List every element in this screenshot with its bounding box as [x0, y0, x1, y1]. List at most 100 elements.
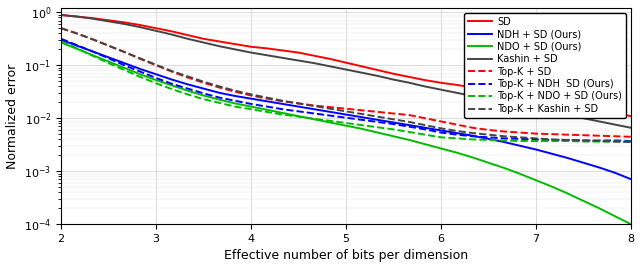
Kashin + SD: [595, 120, 603, 123]
Kashin + SD: [627, 126, 635, 129]
Line: Top-K + NDH  SD (Ours): Top-K + NDH SD (Ours): [61, 39, 631, 141]
Top-K + Kashin + SD: [484, 133, 492, 136]
Top-K + SD: [73, 32, 81, 35]
NDO + SD (Ours): [406, 138, 413, 142]
Top-K + NDH  SD (Ours): [421, 128, 429, 131]
Line: SD: SD: [61, 15, 631, 116]
NDH + SD (Ours): [406, 124, 413, 127]
NDO + SD (Ours): [595, 207, 603, 210]
Top-K + SD: [152, 64, 160, 67]
Top-K + NDH  SD (Ours): [247, 102, 255, 106]
SD: [263, 47, 271, 50]
NDO + SD (Ours): [453, 151, 461, 154]
Top-K + SD: [595, 134, 603, 137]
NDH + SD (Ours): [627, 177, 635, 181]
NDH + SD (Ours): [136, 67, 144, 70]
Line: Top-K + NDO + SD (Ours): Top-K + NDO + SD (Ours): [61, 42, 631, 142]
Top-K + Kashin + SD: [532, 137, 540, 140]
Kashin + SD: [516, 104, 524, 107]
NDO + SD (Ours): [548, 185, 556, 188]
SD: [532, 96, 540, 100]
Top-K + SD: [216, 86, 223, 89]
NDO + SD (Ours): [58, 41, 65, 44]
Top-K + SD: [532, 132, 540, 135]
NDO + SD (Ours): [121, 66, 129, 70]
SD: [390, 72, 397, 75]
NDO + SD (Ours): [580, 199, 588, 203]
NDO + SD (Ours): [232, 102, 239, 105]
Top-K + NDO + SD (Ours): [611, 140, 619, 143]
Top-K + SD: [406, 113, 413, 117]
Top-K + SD: [263, 97, 271, 100]
Kashin + SD: [406, 81, 413, 84]
Kashin + SD: [437, 88, 445, 91]
Top-K + NDO + SD (Ours): [263, 110, 271, 114]
SD: [73, 15, 81, 18]
Top-K + NDO + SD (Ours): [374, 126, 381, 129]
Top-K + Kashin + SD: [516, 136, 524, 139]
Top-K + NDH  SD (Ours): [294, 110, 302, 113]
Top-K + NDO + SD (Ours): [390, 128, 397, 131]
Top-K + NDH  SD (Ours): [342, 116, 350, 119]
Top-K + Kashin + SD: [421, 124, 429, 127]
Top-K + NDO + SD (Ours): [532, 139, 540, 143]
Top-K + SD: [548, 133, 556, 136]
Line: Top-K + Kashin + SD: Top-K + Kashin + SD: [61, 28, 631, 142]
NDH + SD (Ours): [595, 166, 603, 169]
NDO + SD (Ours): [564, 192, 572, 195]
Top-K + SD: [390, 112, 397, 115]
Top-K + NDH  SD (Ours): [58, 37, 65, 40]
SD: [468, 86, 476, 89]
SD: [279, 49, 287, 52]
Top-K + NDH  SD (Ours): [468, 135, 476, 138]
SD: [216, 40, 223, 43]
Top-K + NDO + SD (Ours): [105, 62, 113, 65]
Top-K + Kashin + SD: [500, 135, 508, 138]
Top-K + Kashin + SD: [310, 105, 318, 108]
Top-K + NDH  SD (Ours): [532, 138, 540, 141]
NDO + SD (Ours): [89, 54, 97, 57]
NDH + SD (Ours): [437, 129, 445, 132]
NDO + SD (Ours): [421, 143, 429, 146]
SD: [232, 43, 239, 46]
Top-K + SD: [342, 107, 350, 110]
SD: [247, 45, 255, 48]
SD: [105, 19, 113, 22]
Top-K + NDH  SD (Ours): [121, 64, 129, 67]
Top-K + NDO + SD (Ours): [168, 88, 176, 91]
NDO + SD (Ours): [484, 161, 492, 164]
Top-K + NDO + SD (Ours): [548, 139, 556, 143]
NDH + SD (Ours): [310, 108, 318, 111]
NDH + SD (Ours): [532, 148, 540, 151]
Top-K + SD: [105, 44, 113, 47]
Kashin + SD: [294, 59, 302, 62]
SD: [595, 108, 603, 111]
NDH + SD (Ours): [232, 94, 239, 98]
NDO + SD (Ours): [358, 127, 365, 131]
Top-K + NDO + SD (Ours): [564, 139, 572, 143]
SD: [484, 89, 492, 92]
NDH + SD (Ours): [484, 137, 492, 140]
Line: NDO + SD (Ours): NDO + SD (Ours): [61, 43, 631, 224]
Top-K + SD: [421, 117, 429, 120]
Line: NDH + SD (Ours): NDH + SD (Ours): [61, 40, 631, 179]
Top-K + SD: [564, 133, 572, 136]
SD: [200, 37, 207, 40]
Top-K + SD: [247, 94, 255, 97]
SD: [89, 17, 97, 20]
Top-K + NDH  SD (Ours): [595, 139, 603, 142]
Top-K + NDH  SD (Ours): [580, 139, 588, 142]
Top-K + SD: [611, 135, 619, 138]
Kashin + SD: [484, 98, 492, 101]
NDO + SD (Ours): [310, 118, 318, 121]
Top-K + Kashin + SD: [184, 75, 191, 78]
SD: [342, 61, 350, 64]
Top-K + NDO + SD (Ours): [580, 140, 588, 143]
NDO + SD (Ours): [105, 60, 113, 63]
Top-K + NDH  SD (Ours): [136, 70, 144, 73]
Top-K + NDH  SD (Ours): [232, 99, 239, 102]
Kashin + SD: [580, 117, 588, 120]
Kashin + SD: [468, 94, 476, 98]
Top-K + SD: [374, 110, 381, 114]
Top-K + NDO + SD (Ours): [484, 138, 492, 142]
